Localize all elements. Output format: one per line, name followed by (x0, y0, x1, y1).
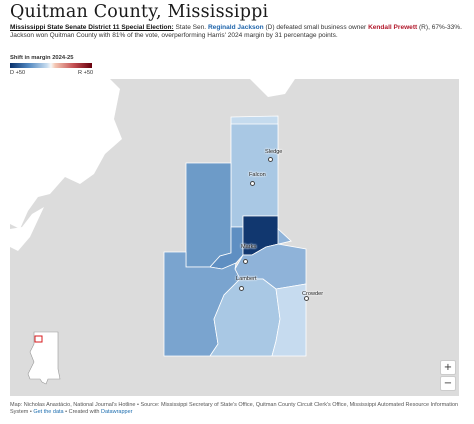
zoom-in-button[interactable]: + (440, 360, 456, 375)
datawrapper-link[interactable]: Datawrapper (101, 409, 133, 416)
place-label-marks: Marks (241, 244, 257, 250)
precinct-west (185, 162, 232, 268)
get-data-link[interactable]: Get the data (33, 409, 64, 416)
election-lead: Mississippi State Senate District 11 Spe… (10, 24, 174, 31)
zoom-out-button[interactable]: − (440, 376, 456, 391)
place-dot-falcon (250, 181, 255, 186)
rep-candidate: Kendall Prewett (368, 24, 418, 31)
legend-right-label: R +50 (78, 70, 94, 76)
place-label-sledge: Sledge (265, 149, 283, 155)
inset-highlight-box (34, 335, 43, 343)
page-title: Quitman County, Mississippi (10, 2, 269, 22)
description: Mississippi State Senate District 11 Spe… (10, 24, 465, 41)
place-dot-lambert (239, 286, 244, 291)
place-label-crowder: Crowder (302, 291, 324, 297)
legend-title: Shift in margin 2024-25 (10, 55, 74, 61)
land-shape-west (10, 79, 122, 229)
place-dot-marks (243, 259, 248, 264)
legend-left-label: D +50 (10, 70, 26, 76)
footer-sep: • Created with (63, 409, 101, 416)
desc-text-1: State Sen. (173, 24, 208, 31)
land-shape-west-lower (10, 207, 44, 251)
desc-text-3: (R), 67%-33%. Jackson won Quitman County… (10, 24, 462, 40)
mississippi-inset (27, 331, 61, 385)
place-dot-sledge (268, 157, 273, 162)
map-area[interactable]: Sledge Falcon Marks Lambert Crowder + − (10, 79, 459, 396)
place-label-falcon: Falcon (249, 172, 266, 178)
land-shape-north (250, 79, 295, 97)
footer-source: Map: Nicholas Anastácio, National Journa… (10, 402, 459, 416)
legend-color-bar (10, 63, 92, 68)
desc-text-2: (D) defeated small business owner (263, 24, 369, 31)
footer-credits: Map: Nicholas Anastácio, National Journa… (10, 402, 465, 416)
precinct-south-east (271, 283, 307, 357)
place-dot-crowder (304, 296, 309, 301)
place-label-lambert: Lambert (236, 276, 257, 282)
dem-candidate: Reginald Jackson (207, 24, 264, 31)
map-svg (10, 79, 307, 385)
